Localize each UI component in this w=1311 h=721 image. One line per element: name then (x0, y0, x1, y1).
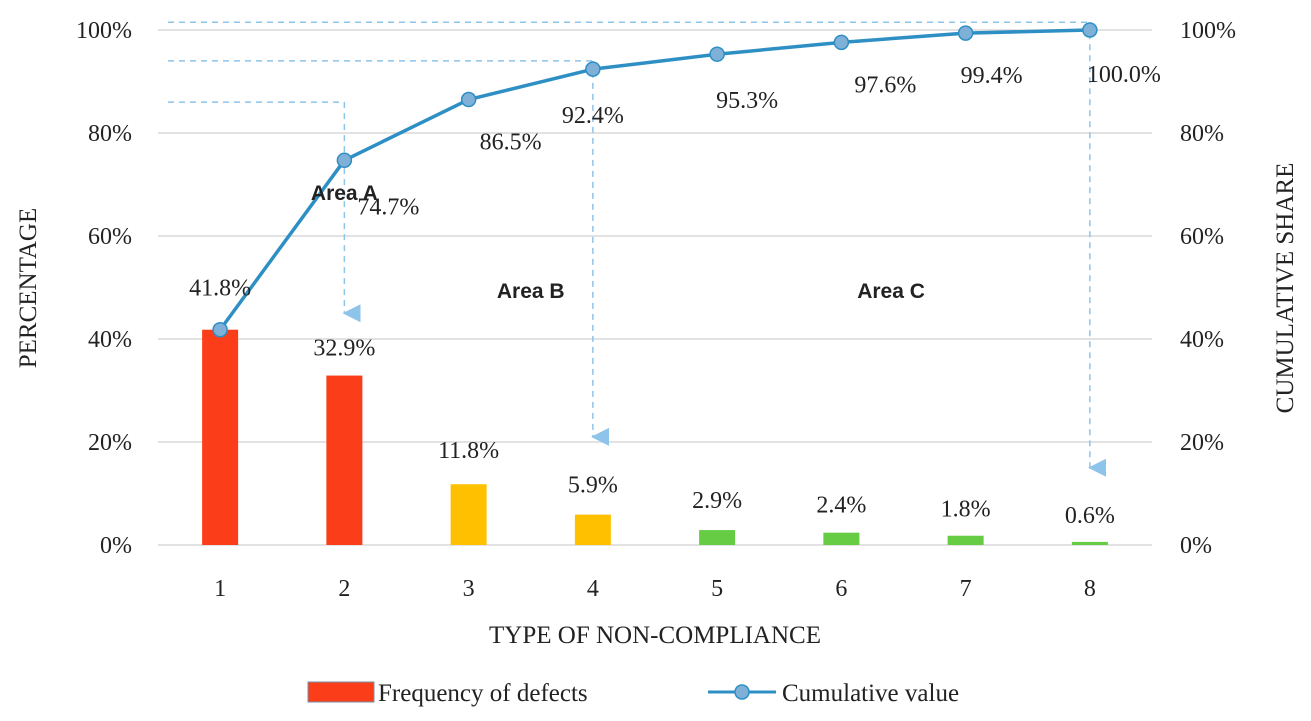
legend-line-label: Cumulative value (782, 680, 959, 707)
y2-tick-label: 100% (1180, 18, 1236, 44)
axis-ticks: 0% 0% 20% 20% 40% 40% 60% 60% 80% 80% 100% 100% 1 2 3 4… (76, 18, 1236, 602)
area-labels: Area A Area B Area C (311, 182, 925, 303)
legend: Frequency of defects Cumulative value (307, 680, 959, 707)
y-tick-label: 20% (88, 430, 132, 456)
x-tick-label: 4 (587, 576, 599, 602)
bar (1071, 541, 1108, 545)
y2-axis-title: CUMULATIVE SHARE (1272, 163, 1299, 414)
legend-line-marker (734, 684, 750, 700)
bar-value-label: 41.8% (189, 276, 251, 302)
x-tick-label: 8 (1084, 576, 1096, 602)
x-tick-label: 7 (960, 576, 972, 602)
data-labels: 41.8% 32.9% 11.8% 5.9% 2.9% 2.4% 1.8% 0.6% 74.7%… (189, 62, 1161, 529)
x-axis-title: TYPE OF NON-COMPLIANCE (489, 622, 821, 649)
cumulative-value-label: 74.7% (357, 194, 419, 220)
bar (947, 535, 984, 545)
x-tick-label: 1 (214, 576, 226, 602)
cumulative-value-label: 97.6% (854, 72, 916, 98)
cumulative-point (957, 25, 974, 41)
cumulative-point (709, 46, 725, 62)
x-tick-label: 3 (463, 576, 475, 602)
bar (326, 375, 363, 545)
bar-value-label: 1.8% (941, 497, 991, 523)
bar-value-label: 32.9% (313, 336, 375, 362)
y-tick-label: 0% (100, 533, 132, 559)
cumulative-point (585, 61, 601, 77)
y-axis-title: PERCENTAGE (15, 208, 42, 369)
boundary-guides (168, 21, 1107, 477)
cumulative-value-label: 86.5% (480, 130, 542, 156)
cumulative-value-label: 92.4% (562, 103, 624, 129)
area-label: Area A (311, 182, 378, 205)
bar (823, 532, 860, 545)
bar-value-label: 2.4% (816, 493, 866, 519)
bar (699, 530, 736, 545)
y2-tick-label: 40% (1180, 327, 1224, 353)
cumulative-point (460, 91, 477, 108)
cumulative-point (833, 34, 850, 51)
bar (574, 514, 611, 545)
legend-bar-label: Frequency of defects (378, 680, 588, 707)
bar (450, 484, 487, 545)
y-tick-label: 80% (88, 121, 132, 147)
area-label: Area B (497, 280, 565, 303)
y2-tick-label: 0% (1180, 533, 1212, 559)
bar (202, 329, 239, 545)
y-tick-label: 60% (88, 224, 132, 250)
y-tick-label: 40% (88, 327, 132, 353)
legend-bar-swatch (307, 681, 375, 703)
x-tick-label: 2 (338, 576, 350, 602)
cumulative-line (212, 22, 1098, 338)
y2-tick-label: 80% (1180, 121, 1224, 147)
cumulative-point (336, 152, 353, 169)
bar-value-label: 0.6% (1065, 503, 1115, 529)
cumulative-point (1082, 22, 1098, 38)
cumulative-line-path (218, 28, 1090, 331)
x-tick-label: 6 (835, 576, 847, 602)
cumulative-point (212, 321, 228, 338)
y-tick-label: 100% (76, 18, 132, 44)
gridlines (158, 29, 1152, 546)
bars (202, 329, 1108, 545)
x-tick-label: 5 (711, 576, 723, 602)
bar-value-label: 5.9% (568, 473, 618, 499)
bar-value-label: 11.8% (438, 438, 499, 464)
cumulative-value-label: 95.3% (716, 88, 778, 114)
cumulative-value-label: 100.0% (1087, 62, 1161, 88)
cumulative-value-label: 99.4% (961, 63, 1023, 89)
area-label: Area C (857, 280, 925, 303)
y2-tick-label: 60% (1180, 224, 1224, 250)
y2-tick-label: 20% (1180, 430, 1224, 456)
bar-value-label: 2.9% (692, 488, 742, 514)
